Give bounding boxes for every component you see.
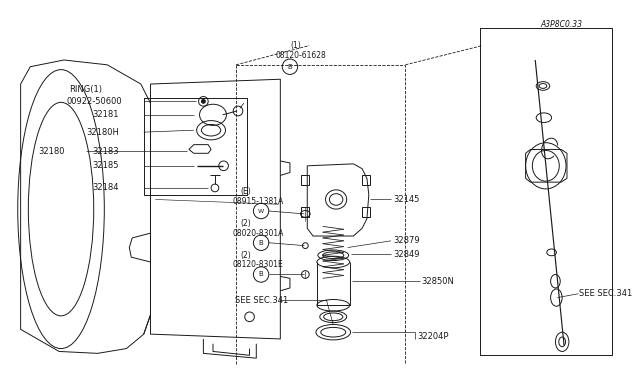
Text: 08915-1381A: 08915-1381A [232, 197, 284, 206]
Circle shape [202, 99, 205, 103]
Text: 32184: 32184 [93, 183, 119, 192]
Text: 08120-8301E: 08120-8301E [232, 260, 283, 269]
Text: SEE SEC.341: SEE SEC.341 [579, 289, 633, 298]
Text: 32185: 32185 [93, 161, 119, 170]
Text: SEE SEC.341: SEE SEC.341 [235, 296, 289, 305]
Text: (2): (2) [240, 219, 251, 228]
Text: (2): (2) [240, 251, 251, 260]
Text: 32850N: 32850N [422, 277, 454, 286]
Text: 32145: 32145 [393, 195, 419, 204]
Text: 08020-8301A: 08020-8301A [232, 229, 284, 238]
Text: B: B [259, 240, 264, 246]
Text: 00922-50600: 00922-50600 [67, 97, 122, 106]
Text: 32204P: 32204P [417, 331, 449, 340]
Text: RING(1): RING(1) [68, 85, 102, 94]
Text: W: W [258, 209, 264, 214]
Text: A3P8C0.33: A3P8C0.33 [540, 20, 582, 29]
Text: 32180: 32180 [38, 147, 65, 156]
Text: 32181: 32181 [93, 110, 119, 119]
Text: 32183: 32183 [93, 147, 120, 156]
Text: 32849: 32849 [393, 250, 419, 259]
Text: 32180H: 32180H [86, 128, 119, 137]
Text: B: B [287, 64, 292, 70]
Text: B: B [259, 272, 264, 278]
Text: 32879: 32879 [393, 236, 419, 245]
Text: (1): (1) [290, 41, 301, 50]
Text: (E): (E) [240, 187, 251, 196]
Text: 08120-61628: 08120-61628 [276, 51, 326, 60]
